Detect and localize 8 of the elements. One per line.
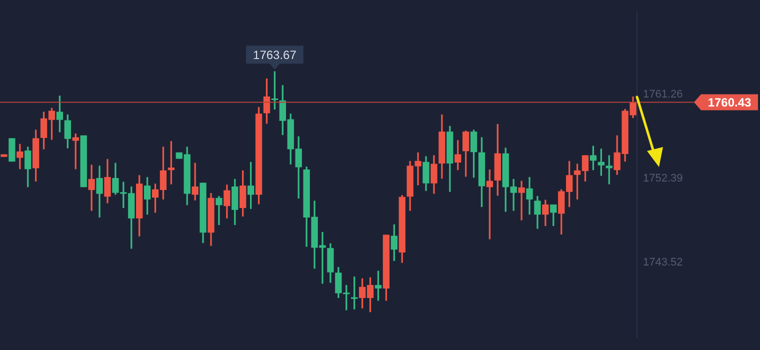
y-tick-label: 1743.52 [643, 256, 683, 268]
y-tick-label: 1752.39 [643, 172, 683, 184]
candlestick [216, 196, 222, 226]
y-tick-label: 1761.26 [643, 88, 683, 100]
candlestick [88, 164, 95, 211]
ref-line-label: 1760.43 [708, 96, 752, 110]
candlestick [518, 180, 525, 220]
annotation: 1763.67 [253, 48, 297, 62]
